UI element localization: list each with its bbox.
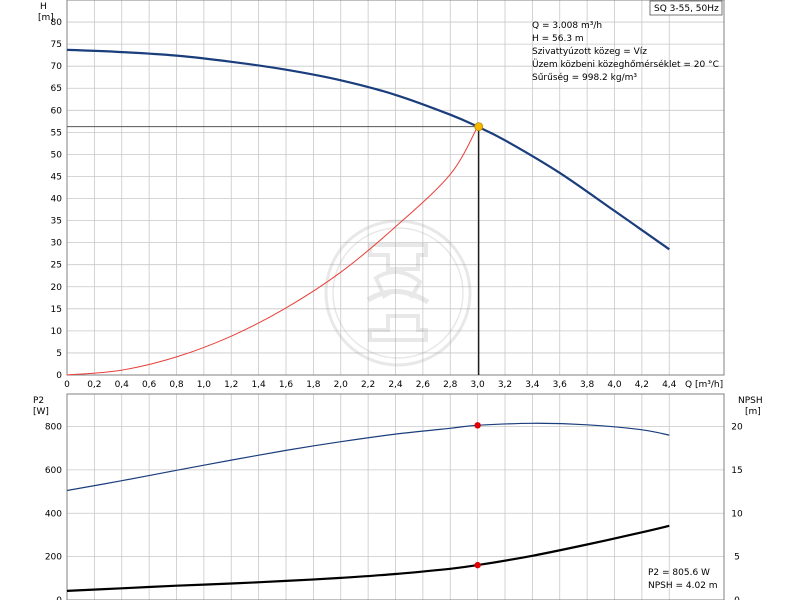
y-tick-label: 80 xyxy=(51,18,63,28)
pump-label-box: SQ 3-55, 50Hz xyxy=(649,0,723,16)
power-chart-grid xyxy=(66,394,724,601)
y-tick-label: 70 xyxy=(51,62,63,72)
npsh-tick-label: 0 xyxy=(734,596,740,600)
y-tick-label: 75 xyxy=(51,40,62,50)
p2-axis-label: P2 xyxy=(33,396,44,406)
x-tick-label: 3,4 xyxy=(525,380,540,390)
x-tick-label: 2,0 xyxy=(334,380,349,390)
p2-y-ticks: 0 200 400 600 800 xyxy=(45,423,62,604)
npsh-tick-label: 10 xyxy=(731,509,743,519)
y-tick-label: 5 xyxy=(56,349,62,359)
info-line-3: Szivattyúzott közeg = Víz xyxy=(532,47,647,57)
x-tick-label: 0,6 xyxy=(142,380,157,390)
head-y-ticks: 0 5 10 15 20 25 30 35 40 45 50 55 60 65 70 75 80 xyxy=(51,18,63,381)
y-tick-label: 30 xyxy=(51,239,63,249)
head-chart-frame xyxy=(66,0,725,376)
y-tick-label: 40 xyxy=(51,195,63,205)
x-tick-label: 3,0 xyxy=(470,380,485,390)
x-tick-label: 3,8 xyxy=(580,380,595,390)
head-chart-grid xyxy=(66,0,724,376)
y-tick-label: 60 xyxy=(51,106,63,116)
y-tick-label: 50 xyxy=(51,150,63,160)
x-tick-label: 2,6 xyxy=(416,380,431,390)
x-tick-label: 4,2 xyxy=(635,380,649,390)
duty-info: Q = 3.008 m³/h H = 56.3 m Szivattyúzott … xyxy=(532,21,719,83)
x-tick-label: 4,4 xyxy=(662,380,677,390)
npsh-unit-label: [m] xyxy=(745,407,761,417)
x-tick-label: 0,8 xyxy=(169,380,184,390)
y-tick-label: 55 xyxy=(51,128,62,138)
x-tick-label: 2,8 xyxy=(443,380,458,390)
power-chart-curves xyxy=(66,422,670,592)
y-tick-label: 45 xyxy=(51,172,62,182)
y-tick-label: 20 xyxy=(51,283,63,293)
npsh-curve xyxy=(66,524,670,592)
info-line-4: Üzem közbeni közeghőmérséklet = 20 °C xyxy=(532,59,719,70)
npsh-tick-label: 5 xyxy=(734,553,740,563)
x-tick-label: 1,0 xyxy=(197,380,212,390)
p2-tick-label: 600 xyxy=(45,466,62,476)
p2-marker xyxy=(474,422,481,429)
flow-axis-label: Q [m³/h] xyxy=(685,380,723,390)
p2-curve xyxy=(66,422,670,492)
info-line-2: H = 56.3 m xyxy=(532,34,584,44)
npsh-tick-label: 15 xyxy=(731,466,742,476)
x-tick-label: 1,8 xyxy=(306,380,321,390)
npsh-y-ticks: 0 5 10 15 20 xyxy=(731,423,743,604)
x-tick-label: 2,2 xyxy=(361,380,375,390)
x-tick-label: 3,6 xyxy=(553,380,568,390)
p2-tick-label: 400 xyxy=(45,509,62,519)
x-tick-label: 0,4 xyxy=(115,380,130,390)
info-line-1: Q = 3.008 m³/h xyxy=(532,21,602,31)
y-tick-label: 65 xyxy=(51,84,62,94)
info-line-5: Sűrűség = 998.2 kg/m³ xyxy=(532,72,637,83)
head-chart-curves xyxy=(66,48,670,376)
x-tick-label: 4,0 xyxy=(607,380,622,390)
npsh-marker xyxy=(474,561,481,569)
flow-x-ticks: 0 0,2 0,4 0,6 0,8 1,0 1,2 1,4 1,6 1,8 2,0 2,2 2,4 2,6… xyxy=(64,380,677,390)
x-tick-label: 1,4 xyxy=(251,380,266,390)
bottom-info-line-1: P2 = 805.6 W xyxy=(648,568,710,578)
x-tick-label: 1,2 xyxy=(224,380,238,390)
x-tick-label: 0 xyxy=(64,380,70,390)
y-tick-label: 25 xyxy=(51,261,62,271)
p2-unit-label: [W] xyxy=(33,407,49,417)
pump-label: SQ 3-55, 50Hz xyxy=(654,4,719,14)
head-chart: H [m] 0 5 10 15 20 25 30 35 40 45 50 55 60 65 70 75 80 0… xyxy=(38,0,725,390)
p2-tick-label: 0 xyxy=(56,596,62,600)
head-unit-label: [m] xyxy=(38,13,54,23)
x-tick-label: 1,6 xyxy=(279,380,294,390)
npsh-tick-label: 20 xyxy=(731,423,743,433)
npsh-axis-label: NPSH xyxy=(738,396,763,406)
y-tick-label: 10 xyxy=(51,327,63,337)
system-curve xyxy=(66,126,479,376)
power-npsh-chart: P2 [W] NPSH [m] 0 200 400 600 800 0 5 10 15 20 P… xyxy=(33,393,763,604)
head-axis-label: H xyxy=(40,2,47,12)
duty-point xyxy=(474,122,484,132)
y-tick-label: 15 xyxy=(51,305,62,315)
head-curve xyxy=(66,48,670,251)
x-tick-label: 3,2 xyxy=(498,380,512,390)
y-tick-label: 35 xyxy=(51,217,62,227)
y-tick-label: 0 xyxy=(56,371,62,381)
x-tick-label: 2,4 xyxy=(388,380,403,390)
p2-tick-label: 800 xyxy=(45,423,62,433)
bottom-info-line-2: NPSH = 4.02 m xyxy=(648,581,718,591)
watermark-logo xyxy=(324,219,472,367)
x-tick-label: 0,2 xyxy=(87,380,101,390)
p2-tick-label: 200 xyxy=(45,553,62,563)
